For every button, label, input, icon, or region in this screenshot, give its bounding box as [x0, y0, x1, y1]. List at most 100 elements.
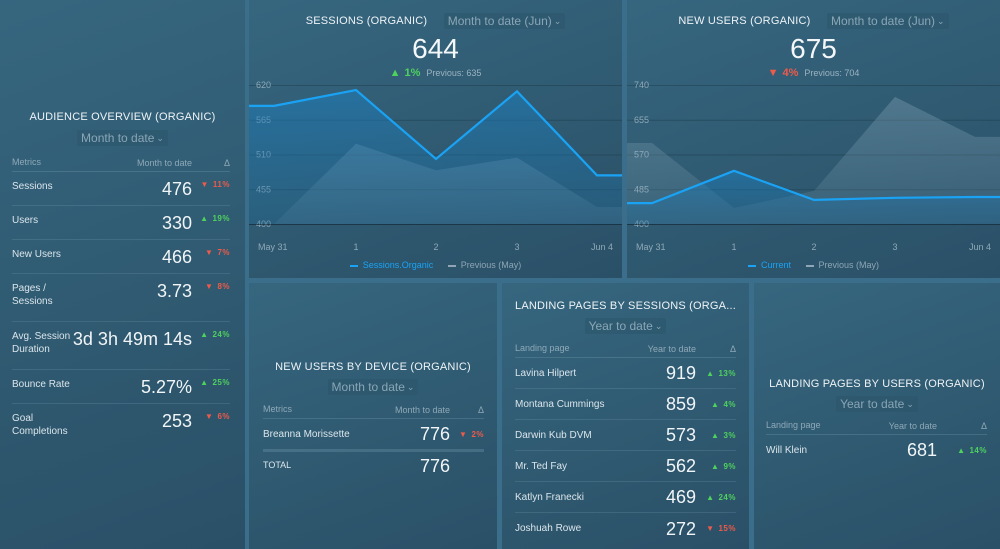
table-row: Lavina Hilpert 919 ▲ 13%: [515, 358, 736, 389]
row-delta-value: 6%: [217, 412, 230, 421]
current-area: [627, 170, 1000, 224]
row-value: 776: [419, 424, 450, 444]
chevron-down-icon: ⌄: [906, 399, 914, 409]
table-row: Goal Completions 253 ▼ 6%: [12, 404, 230, 440]
row-name: Pages / Sessions: [12, 283, 53, 307]
x-tick-label: May 31: [258, 242, 288, 252]
x-tick-label: 3: [892, 242, 897, 252]
row-delta-value: 3%: [723, 430, 736, 440]
row-value: 859: [665, 394, 696, 414]
triangle-down-icon: ▼: [205, 412, 214, 421]
legend-label-previous: Previous (May): [818, 260, 880, 270]
chevron-down-icon: ⌄: [553, 15, 562, 26]
header-metric: Metrics: [12, 157, 41, 167]
row-delta: ▲ 13%: [696, 369, 736, 378]
sessions-chart-panel: SESSIONS (ORGANIC) Month to date (Jun) ⌄ …: [249, 0, 622, 278]
header-delta: Δ: [223, 157, 230, 168]
triangle-up-icon: ▲: [957, 445, 966, 455]
row-name: Mr. Ted Fay: [515, 460, 568, 472]
header-delta: Δ: [477, 404, 484, 415]
triangle-up-icon: ▲: [200, 378, 209, 387]
triangle-down-icon: ▼: [205, 282, 214, 291]
table-row: Will Klein 681 ▲ 14%: [766, 435, 987, 465]
row-value: 253: [161, 411, 192, 431]
row-delta: ▼ 15%: [696, 524, 736, 533]
device-range-dropdown[interactable]: Month to date ⌄: [327, 379, 419, 395]
row-delta: ▲ 9%: [696, 462, 736, 471]
sessions-comparison: ▲ 1% Previous: 635: [249, 67, 622, 79]
chevron-down-icon: ⌄: [937, 15, 945, 26]
row-delta: ▼ 6%: [192, 412, 230, 421]
y-tick-label: 740: [634, 80, 649, 90]
row-value: 681: [906, 440, 937, 460]
row-delta: ▼ 11%: [192, 180, 230, 189]
landing-pages-by-sessions-panel: LANDING PAGES BY SESSIONS (ORGA... Year …: [502, 283, 749, 549]
sessions-change: 1%: [404, 67, 421, 79]
row-value: 272: [665, 518, 696, 539]
legend-item-previous: Previous (May): [805, 260, 880, 270]
table-row: Sessions 476 ▼ 11%: [12, 172, 230, 206]
row-delta: ▼ 2%: [450, 430, 484, 439]
legend-swatch-previous: [447, 264, 456, 267]
device-title: NEW USERS BY DEVICE (ORGANIC): [275, 361, 471, 373]
row-delta-value: 25%: [212, 378, 230, 387]
row-name: Darwin Kub DVM: [515, 429, 592, 441]
header-value: Year to date: [647, 343, 696, 354]
chevron-down-icon: ⌄: [654, 321, 663, 331]
row-value: 3.73: [156, 281, 192, 301]
row-delta: ▲ 24%: [192, 330, 230, 339]
row-value: 476: [161, 179, 192, 199]
lp-users-range-dropdown[interactable]: Year to date ⌄: [836, 396, 918, 412]
row-value: 919: [665, 363, 696, 383]
new-users-comparison: ▼ 4% Previous: 704: [627, 67, 1000, 79]
row-delta-value: 14%: [969, 445, 987, 455]
audience-range-dropdown[interactable]: Month to date ⌄: [77, 130, 168, 146]
triangle-up-icon: ▲: [389, 67, 401, 79]
row-delta-value: 2%: [471, 429, 484, 439]
row-name: Users: [12, 215, 39, 226]
legend-swatch-current: [747, 264, 756, 267]
row-delta: ▼ 7%: [192, 248, 230, 257]
row-value: 5.27%: [140, 377, 192, 397]
row-delta: ▲ 19%: [192, 214, 230, 223]
triangle-up-icon: ▲: [711, 461, 720, 471]
row-delta: ▲ 24%: [696, 493, 736, 502]
row-delta: ▲ 14%: [937, 446, 987, 455]
new-users-legend: Current Previous (May): [627, 260, 1000, 270]
lp-sessions-range-label: Year to date: [588, 319, 653, 333]
lp-sessions-range-dropdown[interactable]: Year to date ⌄: [584, 318, 667, 334]
x-tick-label: Jun 4: [591, 242, 613, 252]
row-delta-value: 7%: [217, 248, 230, 257]
total-label: TOTAL: [263, 460, 292, 470]
legend-swatch-previous: [805, 264, 814, 267]
new-users-range-dropdown[interactable]: Month to date (Jun) ⌄: [826, 12, 949, 29]
row-value: 562: [665, 456, 696, 476]
triangle-up-icon: ▲: [200, 330, 209, 339]
header-value: Year to date: [888, 420, 937, 431]
header-metric: Landing page: [515, 343, 570, 353]
triangle-down-icon: ▼: [767, 67, 779, 79]
row-name: Goal Completions: [12, 413, 68, 437]
table-header: Metrics Month to date Δ: [12, 154, 230, 172]
device-range-label: Month to date: [331, 380, 405, 394]
row-name: Lavina Hilpert: [515, 367, 577, 379]
row-name: Will Klein: [766, 444, 808, 456]
lp-users-table: Landing page Year to date Δ Will Klein 68…: [766, 417, 987, 465]
row-name: Joshuah Rowe: [515, 523, 582, 534]
y-tick-label: 620: [256, 80, 271, 90]
new-users-range-label: Month to date (Jun): [830, 13, 936, 28]
lp-sessions-table: Landing page Year to date Δ Lavina Hilpe…: [515, 340, 736, 544]
sessions-range-dropdown[interactable]: Month to date (Jun) ⌄: [443, 12, 566, 29]
chevron-down-icon: ⌄: [406, 382, 415, 392]
table-header: Metrics Month to date Δ: [263, 401, 484, 419]
x-tick-label: 1: [731, 242, 736, 252]
new-users-value: 675: [790, 33, 837, 64]
row-delta-value: 24%: [718, 492, 736, 502]
row-delta-value: 4%: [723, 399, 736, 409]
sessions-previous: Previous: 635: [426, 68, 482, 78]
triangle-down-icon: ▼: [706, 524, 715, 533]
sessions-range-label: Month to date (Jun): [447, 13, 552, 28]
row-value: 330: [161, 213, 192, 233]
